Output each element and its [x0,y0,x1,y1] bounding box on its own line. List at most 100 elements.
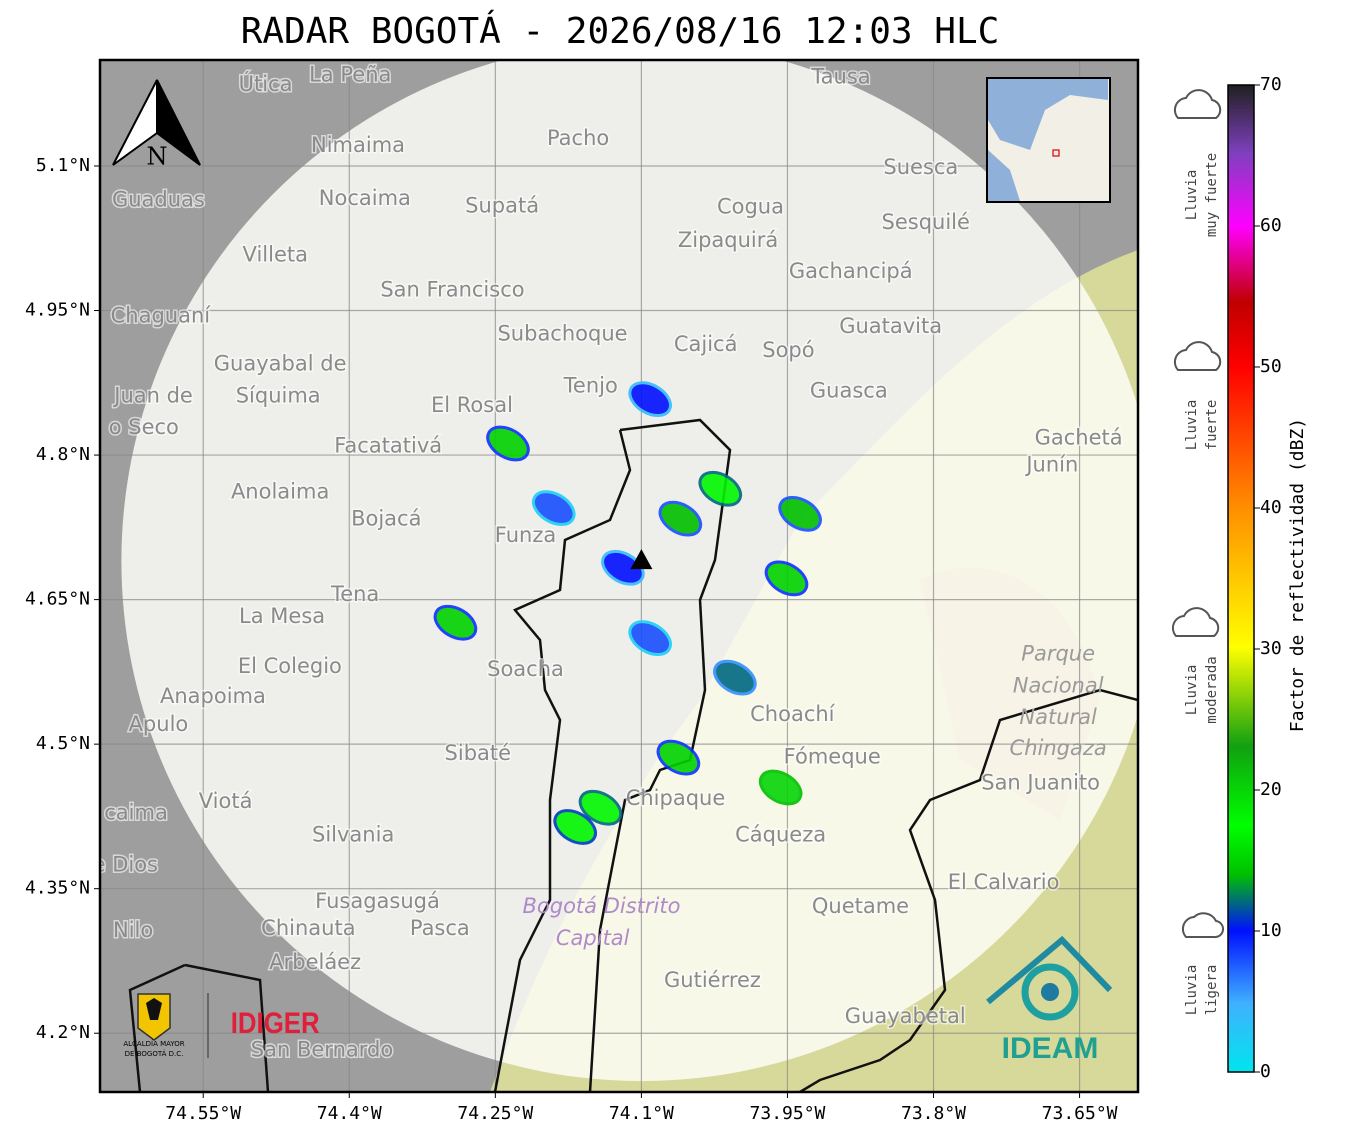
x-tick-label: 74.4°W [317,1103,382,1124]
x-tick-label: 74.55°W [165,1103,241,1124]
y-tick-label: 4.95°N [25,300,90,321]
radar-echo [553,809,597,845]
radar-echo [486,425,530,462]
department-boundary [128,688,1138,1092]
place-label: Facatativá [334,433,442,457]
place-label: Bojacá [351,507,421,531]
place-label: Quetame [812,894,909,918]
place-label: Cáqueza [735,823,826,847]
colorbar-tick-label: 0 [1260,1061,1271,1082]
place-label: Tena [330,582,379,606]
place-label: Villeta [243,243,308,267]
place-label: Soacha [487,657,564,681]
colorbar [1227,84,1255,1073]
place-label: Fusagasugá [315,889,440,913]
place-label: Chinauta [261,916,355,940]
place-label: Gachetá [1035,426,1123,450]
alcaldia-text: DE BOGOTÁ D.C. [125,1049,184,1058]
area-label: Capital [556,926,630,950]
colorbar-label: Factor de reflectividad (dBZ) [1287,418,1308,732]
area-label: Bogotá Distrito [522,894,680,918]
radar-echo [628,381,672,418]
radar-echo [656,739,701,776]
radar-echo [433,604,478,641]
x-tick-label: 74.1°W [609,1103,674,1124]
north-label: N [147,143,168,171]
place-label: Útica [239,71,293,96]
rain-category: Lluvia [1184,665,1200,716]
radar-echo [658,500,703,537]
place-label: Guaduas [112,188,205,212]
x-tick-label: 73.65°W [1042,1103,1118,1124]
place-label: Juan de [112,383,193,407]
place-label: Viotá [199,789,253,813]
place-label: El Calvario [948,870,1060,894]
radar-echo [531,490,576,526]
y-tick-label: 4.35°N [25,878,90,899]
place-label: Anolaima [231,480,329,504]
map-frame [98,58,1140,1094]
place-label: Tenjo [563,374,618,398]
place-label: Nocaima [319,186,411,210]
map-area: Útica La Peña Tausa Pacho Nimaima Guaduas Noca… [93,60,1138,1092]
inset-map [986,77,1111,203]
y-tick-label: 4.5°N [36,733,90,754]
place-label: Guasca [810,378,888,402]
place-label: Fómeque [784,745,881,769]
rain-icons [1171,89,1225,939]
colorbar-tick-label: 70 [1260,74,1282,95]
alcaldia-text: ALCALDÍA MAYOR [123,1039,184,1048]
idiger-text: IDIGER [231,1006,320,1039]
place-label: Pasca [410,916,470,940]
area-label: Natural [1019,705,1097,729]
place-label: Gachancipá [789,259,913,283]
place-label: Chipaque [626,786,726,810]
place-label: Zipaquirá [678,228,778,252]
place-label: Sopó [762,338,814,362]
district-boundary [493,418,732,1092]
radar-echo [758,769,803,806]
place-label: Apulo [129,712,189,736]
radar-site [630,549,653,570]
radar-echo [601,549,645,586]
ideam-text: IDEAM [1002,1032,1099,1065]
radar-echo [713,659,757,696]
place-label: Guayabal de [214,351,347,375]
place-label: San Francisco [380,277,524,301]
place-label: Cogua [717,194,784,218]
place-label: Tausa [810,64,870,88]
radar-echo [764,560,809,597]
colorbar-tick-label: 50 [1260,356,1282,377]
rain-category: Lluvia [1184,170,1200,221]
north-arrow: N [112,79,201,171]
place-label: o Seco [109,415,179,439]
colorbar-tick-label: 60 [1260,215,1282,236]
colorbar-tick-label: 20 [1260,779,1282,800]
place-label: Síquima [236,383,321,407]
place-label: Junín [1024,453,1078,477]
area-label: Parque [1021,642,1095,666]
radar-echo [628,620,672,657]
place-label: Pacho [547,126,609,150]
place-label: El Rosal [431,393,513,417]
place-label: Guayabetal [845,1004,966,1028]
place-label: Chaguaní [111,303,212,327]
place-label: La Mesa [239,604,325,628]
place-label: Sibaté [445,741,512,765]
place-label: Gutiérrez [664,968,761,992]
alcaldia-logo: ALCALDÍA MAYOR DE BOGOTÁ D.C. IDIGER [123,993,320,1058]
place-label: Subachoque [497,322,627,346]
place-label: e Dios [93,853,158,877]
place-label: Guatavita [839,314,942,338]
radar-echo [778,495,822,532]
colorbar-tick-label: 40 [1260,497,1282,518]
place-label: La Peña [309,62,391,86]
area-label: Nacional [1013,673,1104,697]
title: RADAR BOGOTÁ - 2026/08/16 12:03 HLC [241,10,1000,52]
rain-category: ligera [1204,965,1220,1016]
place-label: Nilo [113,918,153,942]
place-label: Nimaima [311,133,405,157]
radar-echo [698,470,743,507]
place-label: El Colegio [238,654,342,678]
